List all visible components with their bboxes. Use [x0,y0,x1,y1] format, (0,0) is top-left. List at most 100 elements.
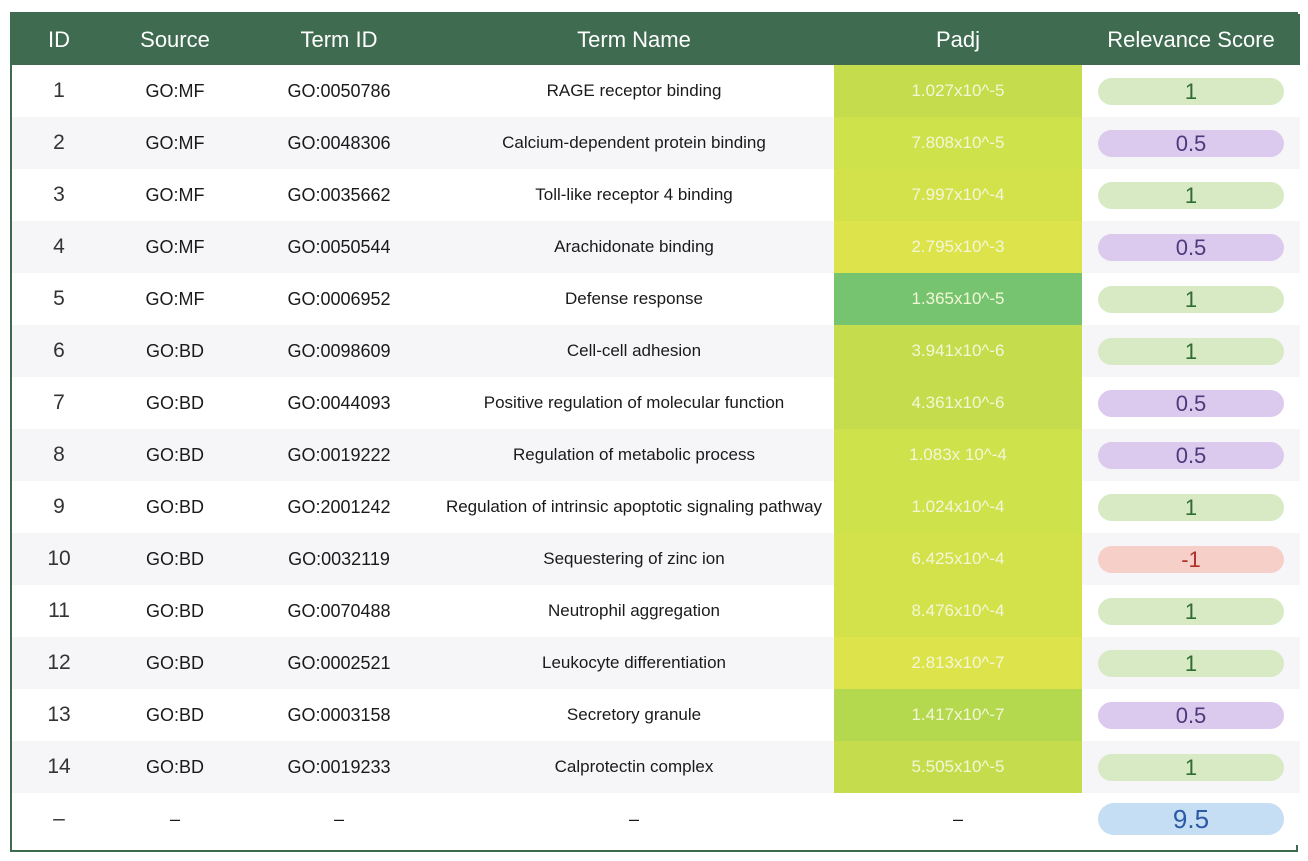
table-row: 12 GO:BD GO:0002521 Leukocyte differentiati… [12,637,1300,689]
id-cell: 6 [12,325,106,377]
padj-cell: 1.024x10^-4 [834,481,1082,533]
total-padj-cell: – [834,793,1082,845]
relevance-score-cell: 0.5 [1082,221,1300,273]
source-cell: GO:BD [106,585,244,637]
relevance-score-cell: 1 [1082,637,1300,689]
table-row: 4 GO:MF GO:0050544 Arachidonate binding 2.79… [12,221,1300,273]
source-cell: GO:MF [106,65,244,117]
term-name-cell: Defense response [434,273,834,325]
source-cell: GO:BD [106,637,244,689]
relevance-score-badge: 1 [1098,285,1284,313]
relevance-score-cell: 1 [1082,741,1300,793]
header-row: ID Source Term ID Term Name Padj Relevan… [12,14,1300,65]
relevance-score-cell: 1 [1082,169,1300,221]
source-cell: GO:MF [106,169,244,221]
column-header-source[interactable]: Source [106,14,244,65]
term-id-cell: GO:0070488 [244,585,434,637]
total-source-cell: – [106,793,244,845]
relevance-score-cell: 0.5 [1082,377,1300,429]
relevance-score-badge: 1 [1098,649,1284,677]
column-header-id[interactable]: ID [12,14,106,65]
table-row: 1 GO:MF GO:0050786 RAGE receptor binding 1.0… [12,65,1300,117]
relevance-score-badge: -1 [1098,545,1284,573]
padj-cell: 7.997x10^-4 [834,169,1082,221]
id-cell: 11 [12,585,106,637]
relevance-score-badge: 0.5 [1098,129,1284,157]
table-row: 6 GO:BD GO:0098609 Cell-cell adhesion 3.941x… [12,325,1300,377]
relevance-score-badge: 1 [1098,493,1284,521]
table-row: 10 GO:BD GO:0032119 Sequestering of zinc io… [12,533,1300,585]
term-id-cell: GO:0002521 [244,637,434,689]
padj-cell: 2.795x10^-3 [834,221,1082,273]
column-header-term-name[interactable]: Term Name [434,14,834,65]
go-enrichment-table: ID Source Term ID Term Name Padj Relevan… [12,14,1300,845]
column-header-padj[interactable]: Padj [834,14,1082,65]
total-id-cell: – [12,793,106,845]
padj-cell: 1.365x10^-5 [834,273,1082,325]
id-cell: 7 [12,377,106,429]
term-id-cell: GO:0048306 [244,117,434,169]
term-name-cell: Sequestering of zinc ion [434,533,834,585]
relevance-score-cell: 0.5 [1082,689,1300,741]
term-id-cell: GO:0044093 [244,377,434,429]
padj-cell: 8.476x10^-4 [834,585,1082,637]
table-row: 11 GO:BD GO:0070488 Neutrophil aggregation 8… [12,585,1300,637]
padj-cell: 1.027x10^-5 [834,65,1082,117]
term-name-cell: Leukocyte differentiation [434,637,834,689]
table-row: 13 GO:BD GO:0003158 Secretory granule 1.417x… [12,689,1300,741]
total-score-cell: 9.5 [1082,793,1300,845]
relevance-score-badge: 1 [1098,597,1284,625]
source-cell: GO:MF [106,273,244,325]
id-cell: 3 [12,169,106,221]
term-name-cell: Positive regulation of molecular functio… [434,377,834,429]
padj-cell: 3.941x10^-6 [834,325,1082,377]
term-name-cell: Regulation of intrinsic apoptotic signal… [434,481,834,533]
relevance-score-cell: 0.5 [1082,117,1300,169]
source-cell: GO:BD [106,741,244,793]
id-cell: 5 [12,273,106,325]
source-cell: GO:BD [106,377,244,429]
relevance-score-badge: 1 [1098,181,1284,209]
term-name-cell: Calprotectin complex [434,741,834,793]
term-name-cell: Arachidonate binding [434,221,834,273]
table-row: 5 GO:MF GO:0006952 Defense response 1.365x10… [12,273,1300,325]
source-cell: GO:MF [106,221,244,273]
table-body: 1 GO:MF GO:0050786 RAGE receptor binding 1.0… [12,65,1300,793]
total-term-name-cell: – [434,793,834,845]
go-enrichment-table-frame: ID Source Term ID Term Name Padj Relevan… [10,12,1300,852]
term-name-cell: Secretory granule [434,689,834,741]
term-id-cell: GO:0019222 [244,429,434,481]
id-cell: 1 [12,65,106,117]
relevance-score-cell: 1 [1082,325,1300,377]
term-id-cell: GO:0006952 [244,273,434,325]
id-cell: 2 [12,117,106,169]
source-cell: GO:BD [106,481,244,533]
term-name-cell: Neutrophil aggregation [434,585,834,637]
source-cell: GO:BD [106,689,244,741]
relevance-score-cell: 1 [1082,481,1300,533]
term-id-cell: GO:0032119 [244,533,434,585]
total-row: – – – – – 9.5 [12,793,1300,845]
id-cell: 9 [12,481,106,533]
id-cell: 10 [12,533,106,585]
term-id-cell: GO:0050786 [244,65,434,117]
relevance-score-badge: 0.5 [1098,441,1284,469]
relevance-score-cell: 0.5 [1082,429,1300,481]
source-cell: GO:BD [106,325,244,377]
relevance-score-cell: 1 [1082,273,1300,325]
padj-cell: 1.083x 10^-4 [834,429,1082,481]
id-cell: 8 [12,429,106,481]
relevance-score-badge: 0.5 [1098,233,1284,261]
id-cell: 13 [12,689,106,741]
source-cell: GO:BD [106,533,244,585]
term-id-cell: GO:2001242 [244,481,434,533]
table-row: 2 GO:MF GO:0048306 Calcium-dependent protei… [12,117,1300,169]
column-header-term-id[interactable]: Term ID [244,14,434,65]
id-cell: 12 [12,637,106,689]
relevance-score-badge: 1 [1098,337,1284,365]
padj-cell: 2.813x10^-7 [834,637,1082,689]
table-row: 14 GO:BD GO:0019233 Calprotectin complex 5.5… [12,741,1300,793]
total-term-id-cell: – [244,793,434,845]
column-header-relevance-score[interactable]: Relevance Score [1082,14,1300,65]
table-row: 8 GO:BD GO:0019222 Regulation of metabolic … [12,429,1300,481]
